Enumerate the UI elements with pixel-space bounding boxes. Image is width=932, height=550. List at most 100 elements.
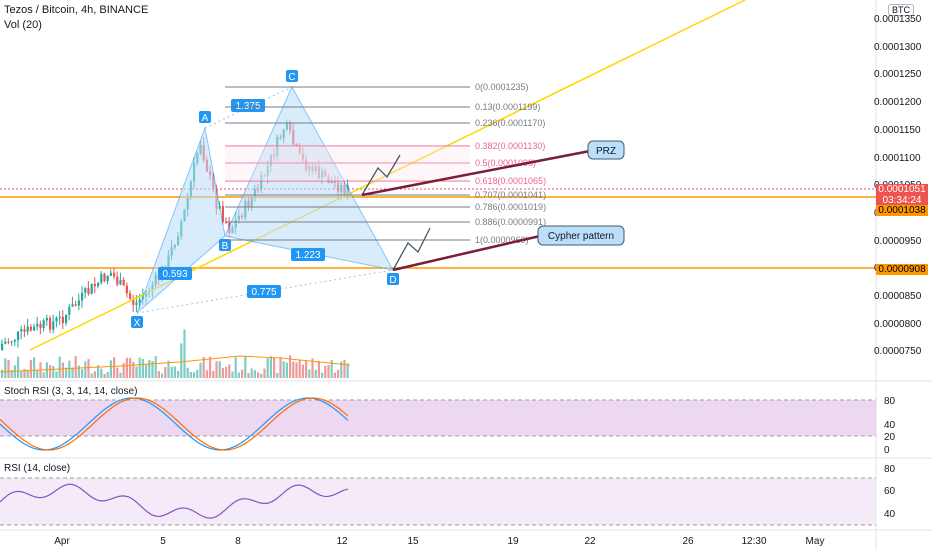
- candle-body: [1, 343, 4, 350]
- volume-bar: [346, 363, 349, 378]
- candle-body: [103, 273, 106, 282]
- candle-body: [42, 320, 45, 328]
- rsi-line: [0, 483, 349, 519]
- symbol-title[interactable]: Tezos / Bitcoin, 4h, BINANCE: [4, 4, 149, 16]
- ratio-label: 0.775: [251, 287, 276, 298]
- volume-bar: [42, 372, 45, 378]
- point-label-c: C: [288, 72, 295, 83]
- volume-bar: [305, 360, 308, 378]
- stoch-d-line: [0, 397, 349, 451]
- candle-body: [33, 326, 36, 331]
- point-label-bg: [286, 70, 298, 82]
- volume-bar: [52, 366, 55, 378]
- volume-bar: [180, 343, 183, 378]
- candle-body: [138, 299, 141, 303]
- volume-bar: [141, 359, 144, 378]
- candle-body: [68, 306, 71, 315]
- volume-bar: [33, 357, 36, 378]
- volume-label[interactable]: Vol (20): [4, 19, 42, 31]
- volume-bar: [285, 362, 288, 378]
- price-tick: 0.0000950: [874, 235, 922, 247]
- volume-bar: [161, 373, 164, 378]
- price-tick: 0.0000850: [874, 291, 922, 302]
- cypher-callout-box: [537, 225, 625, 246]
- volume-bar: [333, 372, 336, 378]
- candle-body: [10, 341, 13, 343]
- volume-bar: [327, 365, 330, 378]
- harmonic-xd: [136, 269, 394, 314]
- rsi-label[interactable]: RSI (14, close): [4, 463, 71, 474]
- point-label-bg: [387, 273, 399, 285]
- volume-bar: [308, 369, 311, 378]
- candle-body: [52, 321, 55, 330]
- date-tick: Apr: [54, 536, 70, 547]
- volume-bar: [49, 365, 52, 378]
- point-label-b: B: [222, 241, 229, 252]
- volume-bar: [337, 369, 340, 378]
- current-price-tag: 0.0001051 03:34:24: [876, 184, 928, 206]
- stoch-rsi-label[interactable]: Stoch RSI (3, 3, 14, 14, close): [4, 386, 138, 397]
- candle-body: [109, 272, 112, 276]
- volume-bar: [87, 359, 90, 378]
- candle-body: [132, 298, 135, 305]
- volume-bar: [177, 371, 180, 378]
- candle-body: [20, 329, 23, 332]
- volume-bar: [212, 371, 215, 378]
- volume-bar: [343, 359, 346, 378]
- volume-bar: [170, 366, 173, 378]
- candle-body: [36, 323, 39, 327]
- candle-body: [58, 316, 61, 318]
- fib-label: 0.236(0.0001170): [475, 118, 545, 128]
- volume-bar: [292, 361, 295, 378]
- rsi-tick: 80: [884, 464, 896, 475]
- volume-bar: [55, 371, 58, 378]
- candle-body: [4, 341, 7, 344]
- volume-bar: [10, 369, 13, 378]
- candle-body: [221, 206, 224, 223]
- prz-price-tag: 0.0001038: [876, 205, 928, 216]
- volume-bar: [116, 367, 119, 378]
- fib-label: 0.707(0.0001041): [475, 190, 546, 200]
- prz-callout-text: PRZ: [596, 146, 616, 157]
- volume-bar: [173, 366, 176, 378]
- volume-bar: [209, 356, 212, 378]
- candle-body: [71, 304, 74, 307]
- volume-bar: [282, 361, 285, 378]
- date-tick: 26: [682, 536, 694, 547]
- harmonic-xab: [136, 126, 226, 314]
- volume-bar: [100, 368, 103, 378]
- candle-body: [135, 302, 138, 305]
- price-tick: 0.0000750: [874, 346, 922, 358]
- candle-body: [106, 275, 109, 282]
- stoch-tick: 0: [884, 445, 890, 456]
- volume-bar: [138, 357, 141, 378]
- fib-label: 0(0.0001235): [475, 82, 529, 92]
- ratio-badge-bg: [291, 248, 325, 261]
- point-label-bg: [131, 316, 143, 328]
- candle-body: [84, 288, 87, 293]
- volume-bar: [167, 360, 170, 378]
- volume-bar: [1, 369, 4, 378]
- candle-body: [100, 273, 103, 283]
- volume-bar: [241, 369, 244, 378]
- candle-body: [97, 282, 100, 287]
- candle-body: [17, 331, 20, 341]
- candle-body: [119, 279, 122, 285]
- volume-bar: [330, 359, 333, 378]
- volume-bar: [29, 360, 32, 378]
- candle-body: [55, 317, 58, 322]
- volume-bar: [266, 358, 269, 378]
- volume-ma-line: [0, 355, 351, 373]
- volume-bar: [17, 356, 20, 378]
- volume-bar: [263, 368, 266, 378]
- stoch-tick: 80: [884, 396, 896, 407]
- volume-bar: [317, 360, 320, 378]
- candle-body: [29, 326, 32, 331]
- candle-body: [23, 329, 26, 332]
- candle-body: [125, 285, 128, 294]
- volume-bar: [20, 370, 23, 378]
- currency-badge[interactable]: BTC: [888, 4, 914, 16]
- volume-bar: [154, 356, 157, 378]
- volume-bar: [77, 365, 80, 378]
